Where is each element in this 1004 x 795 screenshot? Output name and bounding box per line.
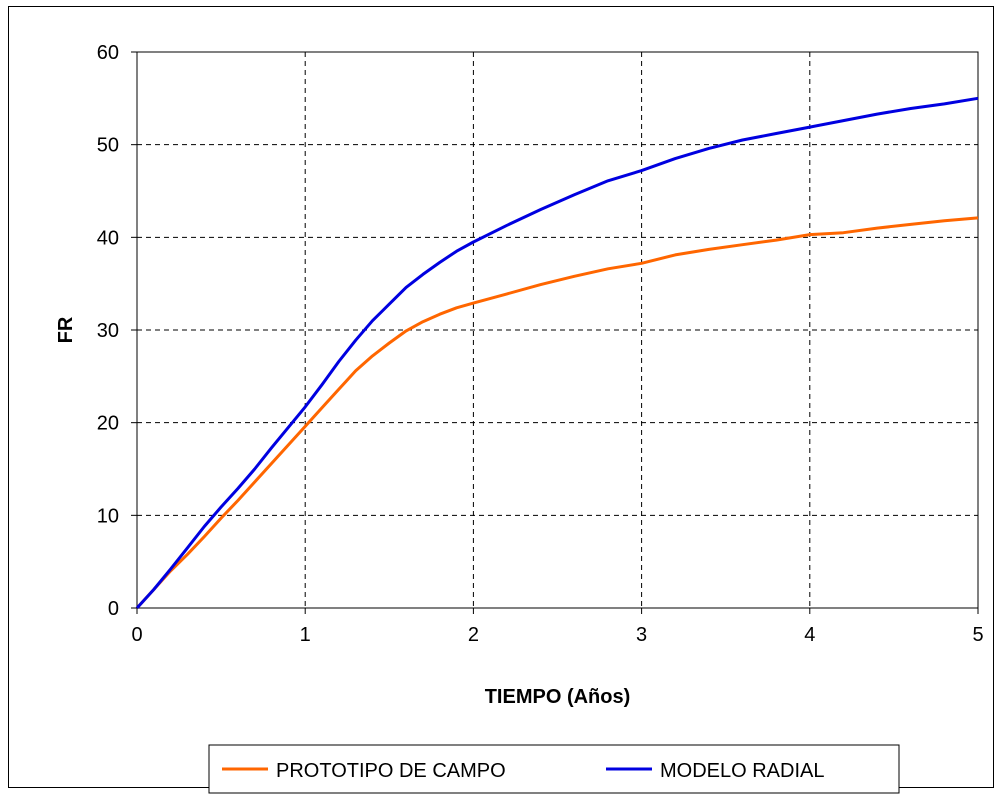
legend: PROTOTIPO DE CAMPO MODELO RADIAL	[208, 744, 900, 794]
series-line-0	[135, 216, 979, 610]
x-axis-title: TIEMPO (Años)	[485, 686, 631, 708]
gridlines	[137, 52, 978, 608]
series-line-1	[135, 96, 979, 610]
legend-label-0: PROTOTIPO DE CAMPO	[276, 760, 506, 782]
y-tick-label: 40	[97, 227, 119, 249]
y-axis-title: FR	[55, 316, 77, 343]
chart-frame	[8, 6, 994, 788]
x-tick-label: 3	[636, 624, 647, 646]
y-tick-label: 60	[97, 42, 119, 64]
y-tick-label: 30	[97, 320, 119, 342]
series-layer	[135, 96, 979, 610]
y-tick-label: 10	[97, 505, 119, 527]
legend-label-1: MODELO RADIAL	[660, 760, 824, 782]
x-tick-label: 0	[131, 624, 142, 646]
legend-box	[208, 744, 900, 794]
x-tick-label: 4	[804, 624, 815, 646]
y-tick-label: 20	[97, 413, 119, 435]
y-tick-label: 50	[97, 135, 119, 157]
x-tick-label: 5	[972, 624, 983, 646]
y-tick-label: 0	[108, 598, 119, 620]
x-tick-label: 2	[468, 624, 479, 646]
x-tick-label: 1	[300, 624, 311, 646]
